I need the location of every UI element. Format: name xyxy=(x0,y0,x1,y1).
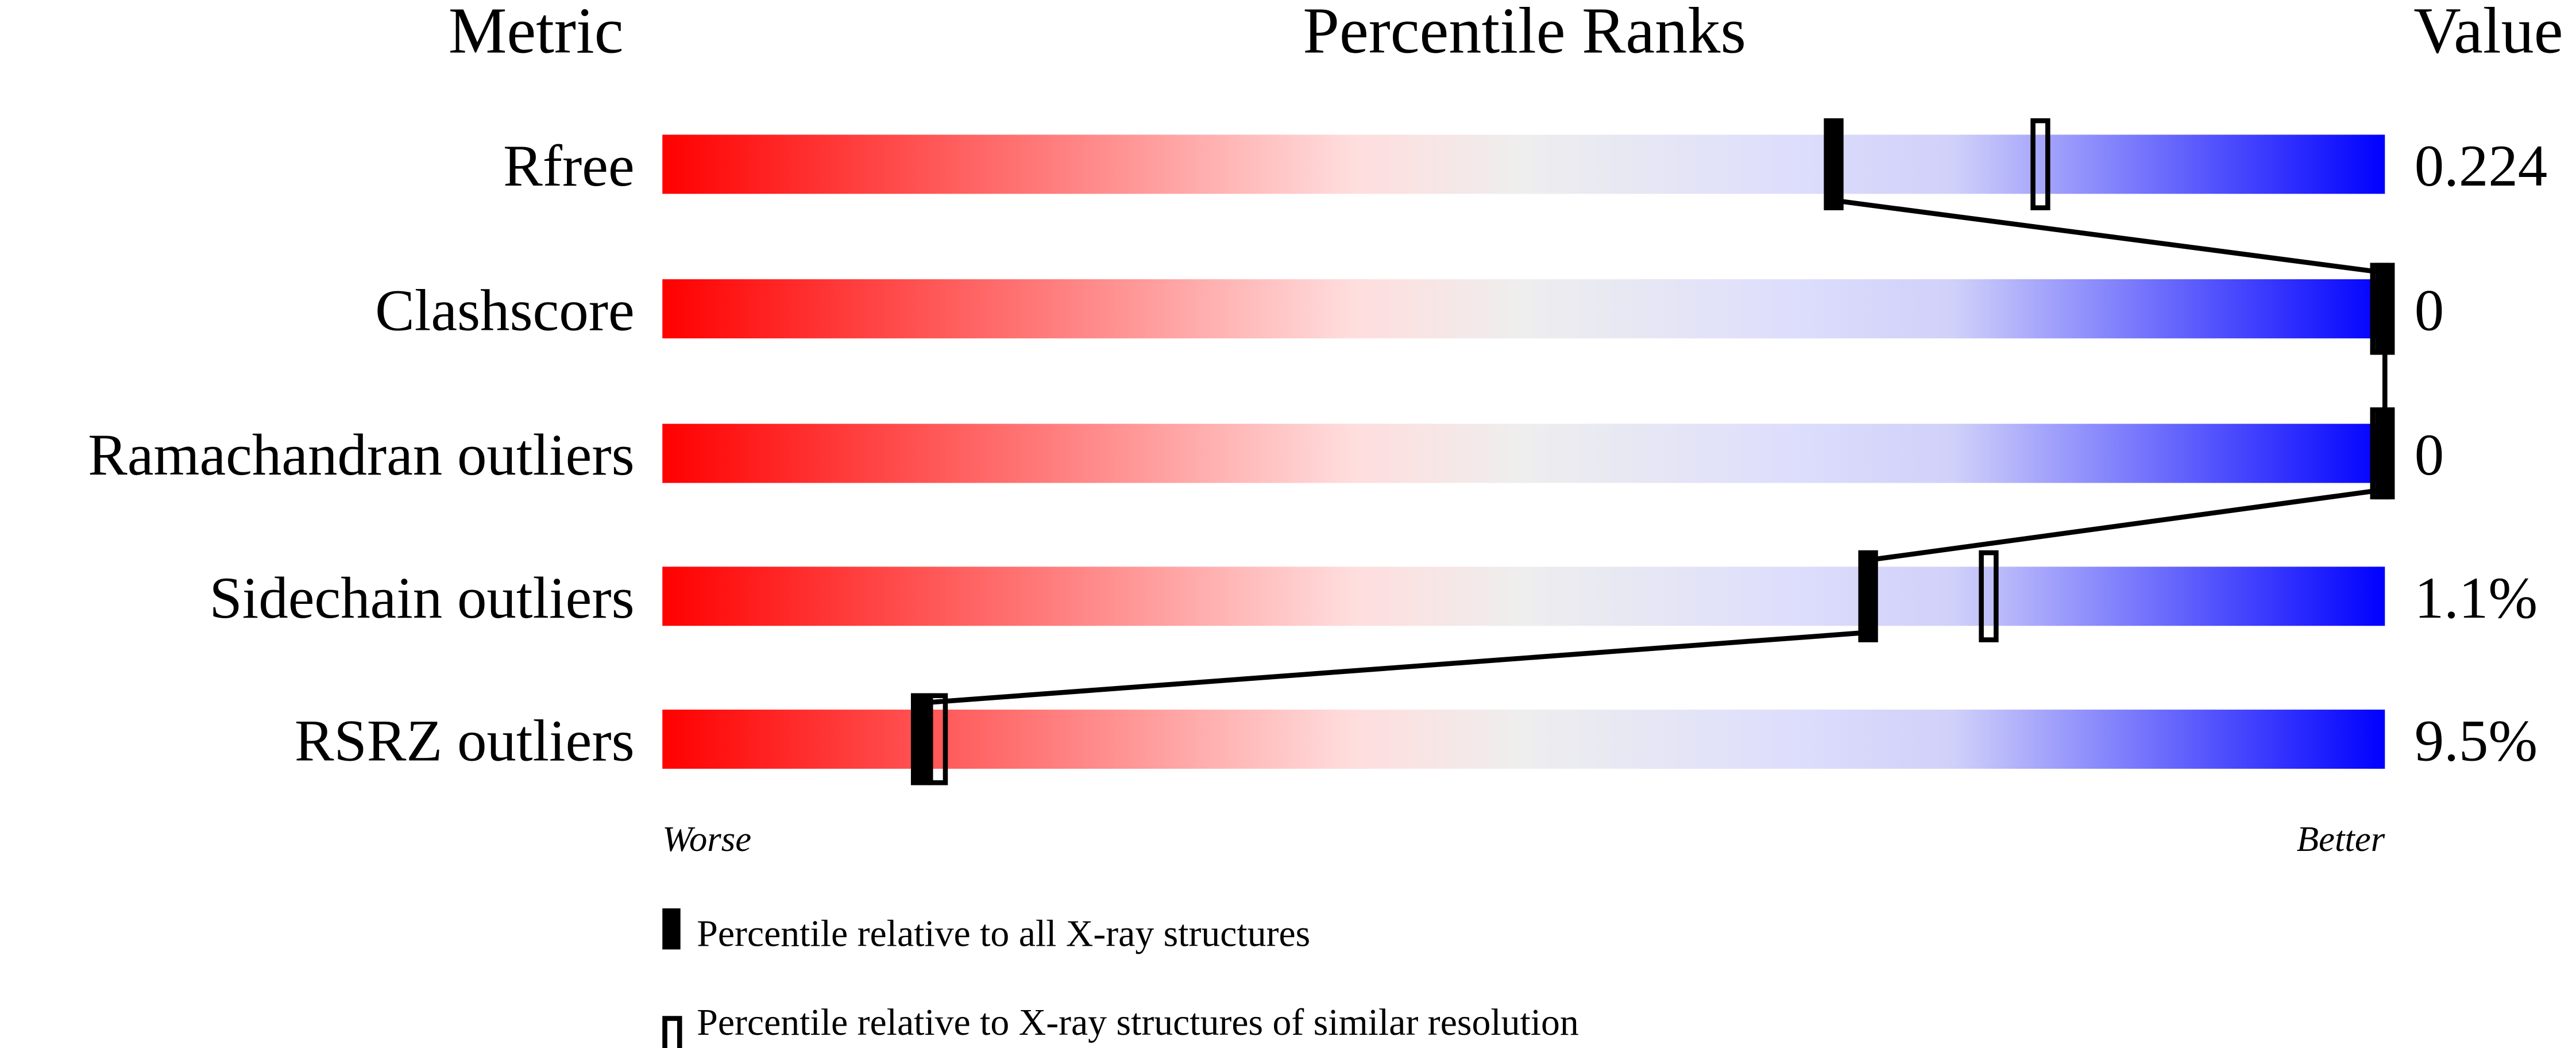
legend-filled-marker xyxy=(662,908,681,950)
marker-all-structures xyxy=(910,693,931,785)
metric-value: 0 xyxy=(2415,422,2444,488)
metric-value: 0.224 xyxy=(2415,133,2548,199)
metric-value: 0 xyxy=(2415,278,2444,344)
axis-label-worse: Worse xyxy=(662,819,751,859)
percentile-bar xyxy=(662,423,2385,483)
marker-similar-resolution xyxy=(2030,118,2050,210)
connector-line xyxy=(1867,487,2385,563)
percentile-bar xyxy=(662,134,2385,194)
metric-value: 1.1% xyxy=(2415,565,2538,631)
metric-value: 9.5% xyxy=(2415,708,2538,774)
marker-all-structures xyxy=(1858,550,1878,642)
marker-similar-resolution xyxy=(1979,550,1999,642)
legend-open-marker xyxy=(662,1016,682,1048)
percentile-bar xyxy=(662,710,2385,769)
header-metric: Metric xyxy=(449,0,624,67)
marker-all-structures xyxy=(2375,407,2395,500)
percentile-bar xyxy=(662,567,2385,626)
connector-line xyxy=(920,630,1868,706)
metric-label: RSRZ outliers xyxy=(295,708,635,774)
metric-label: Rfree xyxy=(503,133,635,199)
legend-label-similar: Percentile relative to X-ray structures … xyxy=(697,1001,1578,1043)
metric-label: Ramachandran outliers xyxy=(88,422,635,488)
header-percentile-ranks: Percentile Ranks xyxy=(1303,0,1746,67)
metric-label: Sidechain outliers xyxy=(209,565,634,631)
metric-label: Clashscore xyxy=(375,278,635,344)
axis-label-better: Better xyxy=(2297,819,2385,859)
legend-label-all: Percentile relative to all X-ray structu… xyxy=(697,913,1310,955)
marker-all-structures xyxy=(2375,263,2395,355)
header-value: Value xyxy=(2413,0,2563,67)
marker-all-structures xyxy=(1824,118,1844,210)
percentile-bar xyxy=(662,279,2385,338)
connector-line xyxy=(1833,198,2385,275)
